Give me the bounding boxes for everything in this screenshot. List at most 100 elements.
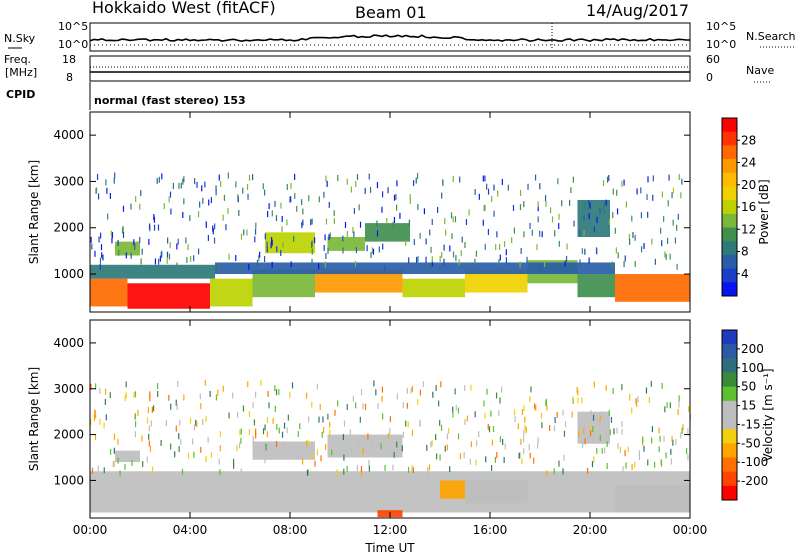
power-speck: [154, 258, 157, 265]
power-speck: [539, 183, 541, 190]
power-speck: [408, 257, 410, 264]
velocity-speck: [156, 383, 159, 390]
velocity-colorbar-label: Velocity [m s⁻¹]: [761, 368, 775, 461]
power-speck: [378, 246, 380, 253]
power-speck: [596, 216, 598, 223]
power-speck: [352, 226, 354, 233]
power-speck: [612, 212, 614, 219]
power-speck: [537, 201, 539, 208]
velocity-speck: [205, 456, 207, 463]
power-speck: [454, 216, 457, 223]
power-speck: [178, 182, 180, 189]
velocity-speck: [642, 439, 644, 446]
velocity-speck: [364, 403, 367, 410]
velocity-speck: [629, 394, 631, 401]
velocity-speck: [494, 456, 496, 463]
power-speck: [163, 203, 165, 210]
velocity-speck: [307, 469, 309, 476]
velocity-speck: [99, 388, 101, 395]
velocity-speck: [380, 443, 382, 450]
power-speck: [441, 192, 443, 199]
velocity-speck: [678, 401, 680, 408]
power-speck: [266, 246, 268, 253]
power-cell-7: [465, 269, 528, 293]
power-colorbar-swatch: [722, 145, 737, 160]
velocity-speck: [432, 391, 434, 398]
power-speck: [159, 255, 161, 262]
power-speck: [318, 196, 320, 203]
velocity-colorbar-tick-label: -100: [741, 455, 768, 469]
power-speck: [344, 222, 347, 229]
velocity-speck: [402, 431, 404, 438]
power-speck: [376, 182, 379, 189]
power-speck: [328, 234, 330, 241]
velocity-speck: [631, 407, 633, 414]
power-speck: [266, 241, 268, 248]
power-speck: [296, 205, 298, 212]
velocity-speck: [375, 389, 377, 396]
velocity-speck: [619, 446, 621, 453]
power-speck: [583, 215, 585, 222]
velocity-speck: [564, 421, 567, 428]
velocity-speck: [343, 420, 346, 427]
velocity-speck: [255, 432, 257, 439]
power-speck: [225, 224, 227, 231]
velocity-speck: [306, 440, 308, 447]
velocity-speck: [581, 397, 583, 404]
velocity-speck: [658, 427, 660, 434]
velocity-speck: [372, 441, 374, 448]
velocity-speck: [302, 458, 304, 465]
power-speck: [584, 202, 586, 209]
velocity-speck: [264, 424, 266, 431]
velocity-speck: [268, 402, 270, 409]
y-tick-label: 1000: [53, 473, 84, 487]
velocity-speck: [117, 457, 119, 464]
power-speck: [96, 173, 99, 180]
power-speck: [474, 258, 476, 265]
velocity-speck: [533, 457, 535, 464]
velocity-speck: [499, 436, 502, 443]
power-speck: [452, 176, 454, 183]
power-speck: [214, 223, 216, 230]
velocity-speck: [170, 443, 172, 450]
velocity-speck: [179, 419, 181, 426]
velocity-speck: [367, 433, 369, 440]
velocity-speck: [346, 404, 348, 411]
power-speck: [443, 258, 445, 265]
velocity-speck: [240, 437, 242, 444]
velocity-speck: [446, 444, 449, 451]
velocity-colorbar-swatch: [722, 358, 737, 373]
velocity-speck: [590, 424, 592, 431]
velocity-speck: [648, 396, 650, 403]
velocity-speck: [536, 442, 539, 449]
y-tick-label: 3000: [53, 382, 84, 396]
velocity-speck: [387, 433, 390, 440]
freq-tick-top: 18: [62, 53, 76, 66]
velocity-speck: [384, 464, 386, 471]
power-speck: [450, 212, 453, 219]
velocity-speck: [331, 449, 333, 456]
velocity-speck: [119, 470, 121, 477]
power-speck: [415, 256, 418, 263]
velocity-speck: [392, 464, 394, 471]
velocity-speck: [688, 406, 690, 413]
power-speck: [328, 201, 330, 208]
power-speck: [484, 204, 486, 211]
power-speck: [409, 198, 411, 205]
power-speck: [519, 204, 522, 211]
velocity-speck: [360, 389, 363, 396]
velocity-speck: [591, 461, 594, 468]
power-speck: [551, 216, 554, 223]
nave-label: Nave: [746, 64, 774, 77]
velocity-speck: [670, 448, 672, 455]
power-speck: [282, 241, 284, 248]
velocity-speck: [125, 381, 127, 388]
power-speck: [588, 213, 590, 220]
power-speck: [301, 199, 303, 206]
velocity-speck: [362, 448, 364, 455]
power-speck: [158, 258, 160, 265]
power-speck: [523, 201, 525, 208]
power-speck: [166, 257, 168, 264]
power-cell-13: [265, 232, 315, 254]
velocity-speck: [490, 464, 493, 471]
